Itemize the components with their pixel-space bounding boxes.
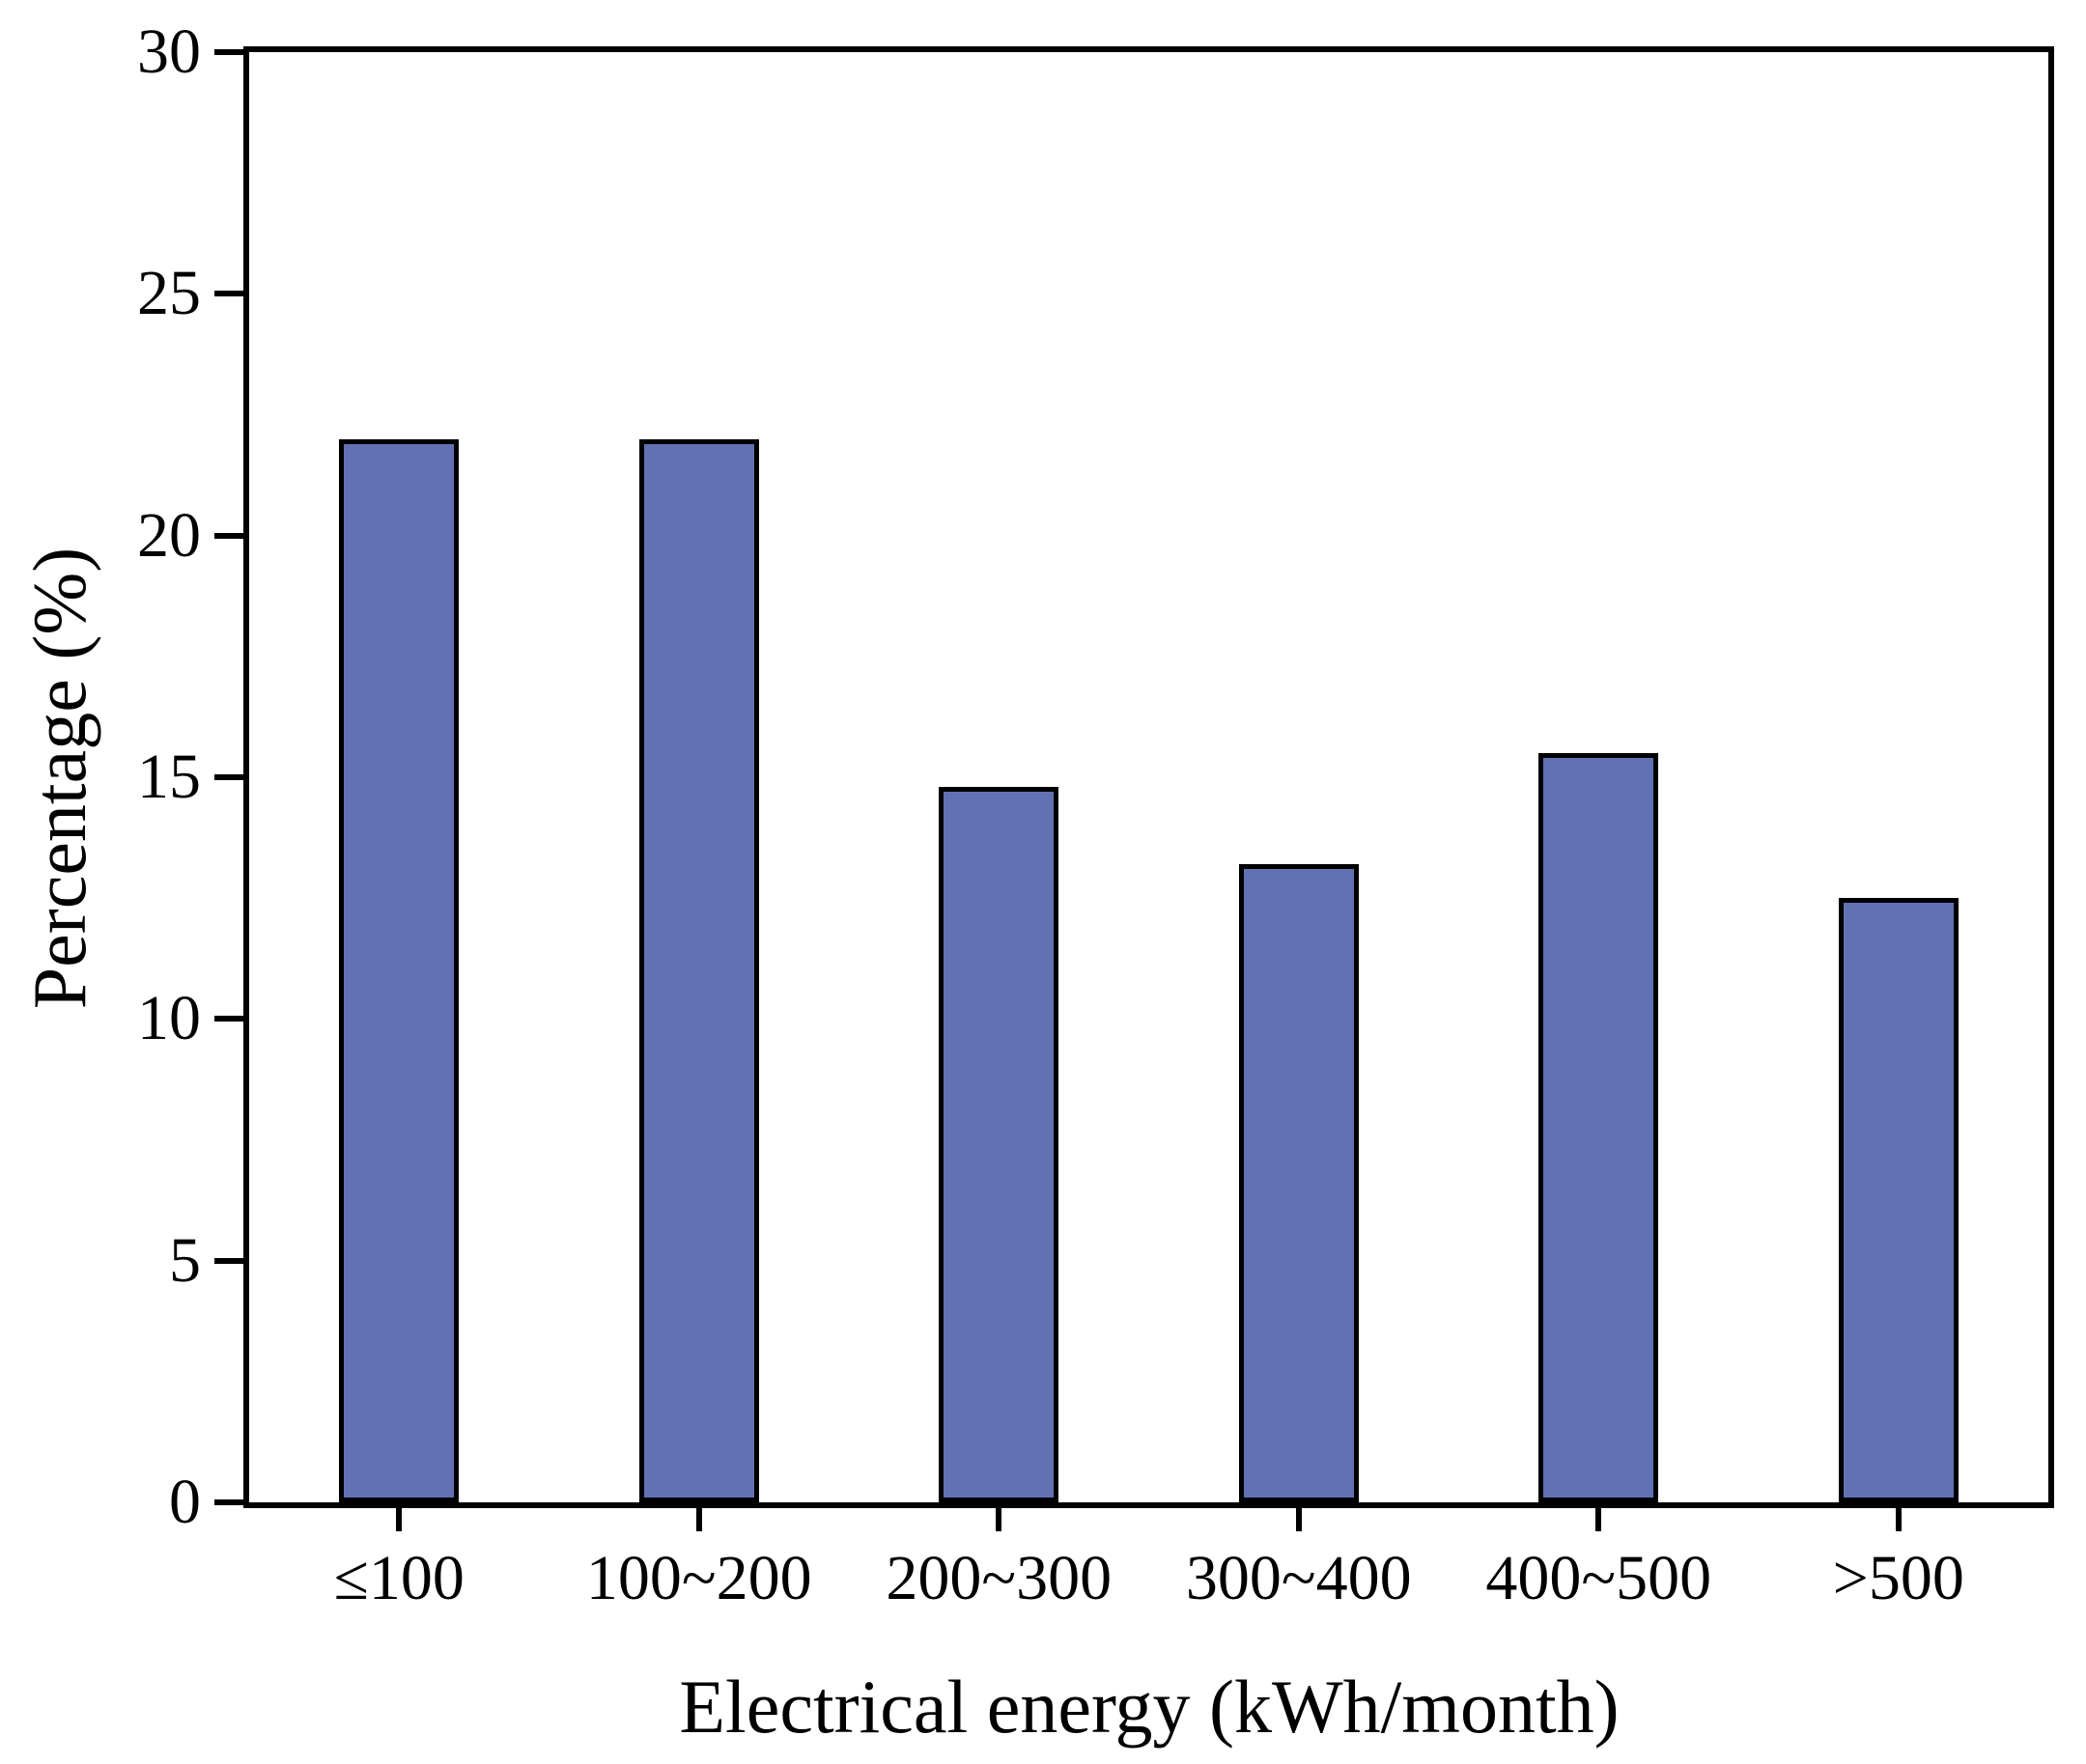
x-tick-label: ≤100 [333,1543,465,1613]
bar-400~500 [1538,752,1659,1502]
bar-≤100 [339,438,460,1502]
x-tick-mark [1895,1502,1902,1531]
x-tick-label: >500 [1832,1543,1964,1613]
y-tick-mark [214,49,243,55]
y-tick-label: 0 [169,1467,201,1537]
x-tick-mark [996,1502,1002,1531]
y-tick-mark [214,1257,243,1264]
bar-200~300 [939,787,1059,1502]
x-tick-label: 200~300 [886,1543,1113,1613]
y-tick-label: 10 [137,983,201,1054]
y-tick-mark [214,291,243,297]
y-tick-label: 20 [137,499,201,571]
plot-area [243,46,2054,1508]
x-tick-mark [695,1502,702,1531]
y-tick-mark [214,774,243,780]
x-axis-title: Electrical energy (kWh/month) [679,1665,1620,1749]
x-tick-label: 300~400 [1185,1543,1412,1613]
y-tick-label: 15 [137,742,201,812]
y-tick-mark [214,1016,243,1022]
y-tick-label: 30 [137,16,201,87]
y-tick-mark [214,1499,243,1505]
x-tick-mark [396,1502,403,1531]
x-tick-label: 100~200 [585,1543,812,1613]
x-tick-label: 400~500 [1485,1543,1712,1613]
y-tick-mark [214,532,243,539]
x-tick-mark [1295,1502,1302,1531]
y-tick-label: 5 [169,1224,201,1296]
x-tick-mark [1595,1502,1602,1531]
bar-100~200 [638,438,759,1502]
bar-300~400 [1238,864,1359,1502]
bar->500 [1838,898,1959,1502]
y-tick-label: 25 [137,258,201,329]
